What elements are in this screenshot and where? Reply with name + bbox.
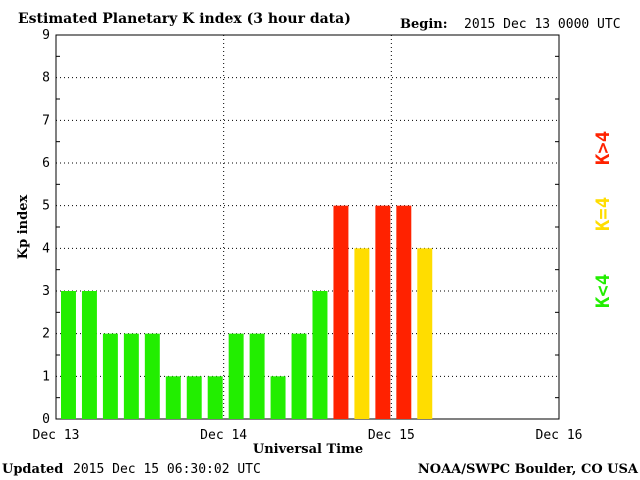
- kp-bar: [123, 333, 139, 419]
- x-tick-labels: Dec 13 Dec 14 Dec 15 Dec 16: [33, 428, 583, 443]
- x-tick-label: Dec 16: [536, 428, 583, 443]
- kp-bar: [249, 333, 265, 419]
- updated-value: 2015 Dec 15 06:30:02 UTC: [73, 462, 261, 477]
- kp-bar: [312, 291, 328, 419]
- kp-bar: [102, 333, 118, 419]
- kp-bar: [165, 376, 181, 419]
- kp-bar: [375, 205, 391, 419]
- chart-title: Estimated Planetary K index (3 hour data…: [18, 11, 351, 27]
- kp-bar: [291, 333, 307, 419]
- y-tick-label: 3: [42, 284, 50, 299]
- kp-bar: [61, 291, 76, 419]
- y-tick-label: 9: [42, 28, 50, 43]
- legend-low: K<4: [592, 274, 614, 308]
- bars-group: [61, 205, 433, 419]
- kp-bar: [228, 333, 244, 419]
- credit: NOAA/SWPC Boulder, CO USA: [418, 462, 639, 477]
- y-tick-labels: 0 1 2 3 4 5 6 7 8 9: [42, 28, 50, 427]
- legend-high: K>4: [592, 131, 614, 165]
- y-tick-label: 0: [42, 412, 50, 427]
- y-tick-label: 8: [42, 71, 50, 86]
- kp-bar: [186, 376, 202, 419]
- x-axis-label: Universal Time: [253, 442, 363, 457]
- kp-bar: [81, 291, 97, 419]
- gridlines: [56, 35, 559, 419]
- y-tick-label: 2: [42, 327, 50, 342]
- y-tick-label: 7: [42, 113, 50, 128]
- y-tick-label: 5: [42, 199, 50, 214]
- begin-label: Begin:: [400, 17, 448, 32]
- begin-value: 2015 Dec 13 0000 UTC: [464, 17, 621, 32]
- kp-bar: [354, 248, 370, 419]
- x-tick-label: Dec 14: [200, 428, 247, 443]
- y-tick-label: 6: [42, 156, 50, 171]
- y-axis-label: Kp index: [16, 195, 31, 260]
- legend-equal: K=4: [592, 197, 614, 231]
- y-tick-label: 1: [42, 369, 50, 384]
- x-tick-label: Dec 15: [368, 428, 415, 443]
- updated-label: Updated: [2, 462, 63, 477]
- kp-bar: [207, 376, 223, 419]
- kp-bar: [144, 333, 160, 419]
- kp-bar: [417, 248, 433, 419]
- x-tick-label: Dec 13: [33, 428, 80, 443]
- kp-bar: [270, 376, 286, 419]
- y-tick-label: 4: [42, 241, 50, 256]
- kp-bar: [333, 205, 349, 419]
- kp-bar: [396, 205, 412, 419]
